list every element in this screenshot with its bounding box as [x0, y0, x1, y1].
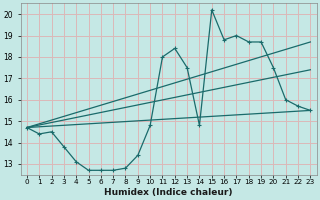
X-axis label: Humidex (Indice chaleur): Humidex (Indice chaleur) [104, 188, 233, 197]
